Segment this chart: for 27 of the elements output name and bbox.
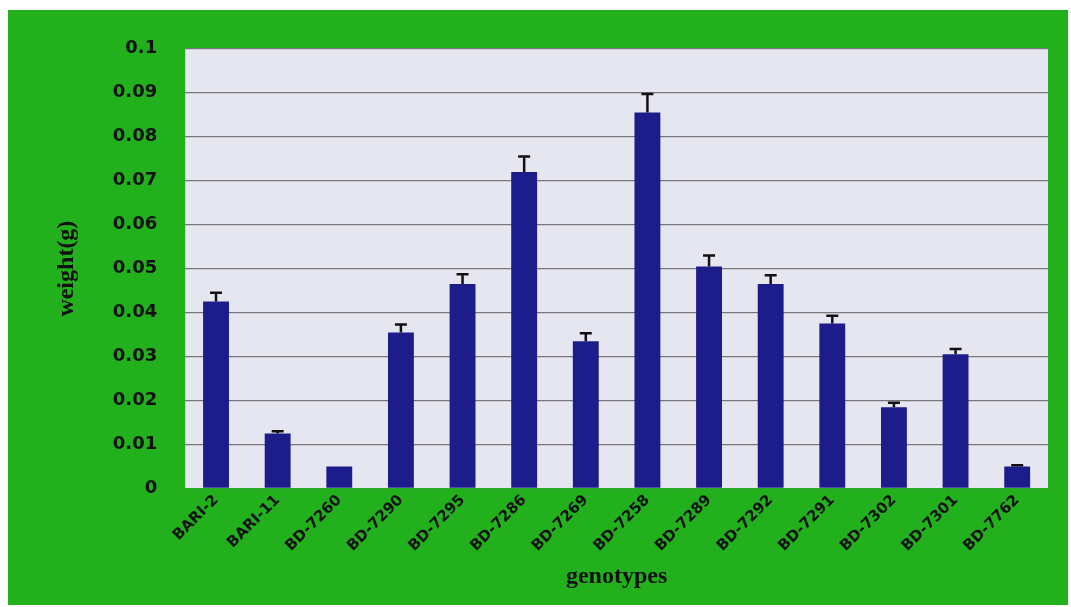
y-tick-label: 0.05: [112, 256, 158, 278]
bar: [757, 284, 784, 488]
y-tick-label: 0.09: [112, 80, 158, 102]
bar: [1004, 466, 1031, 488]
y-axis-title: weight(g): [51, 220, 78, 317]
bar: [572, 341, 599, 488]
x-axis-title: genotypes: [565, 561, 668, 588]
bar: [696, 266, 722, 488]
y-tick-label: 0.1: [125, 36, 158, 58]
y-tick-label: 0.04: [112, 300, 158, 322]
bar: [203, 301, 229, 488]
y-tick-label: 0.02: [112, 388, 158, 410]
y-tick-label: 0.03: [112, 344, 158, 366]
bar: [387, 332, 414, 488]
y-tick-label: 0.08: [112, 124, 158, 146]
bar: [326, 466, 353, 488]
y-tick-label: 0: [144, 476, 158, 498]
bar: [264, 433, 291, 488]
y-tick-label: 0.07: [112, 168, 158, 190]
bar: [511, 171, 538, 488]
y-tick-label: 0.06: [112, 212, 158, 234]
bar: [942, 354, 969, 488]
bar: [880, 407, 907, 488]
bar: [634, 112, 661, 488]
y-tick-label: 0.01: [112, 432, 158, 454]
bar: [819, 323, 846, 488]
bar: [449, 284, 476, 488]
